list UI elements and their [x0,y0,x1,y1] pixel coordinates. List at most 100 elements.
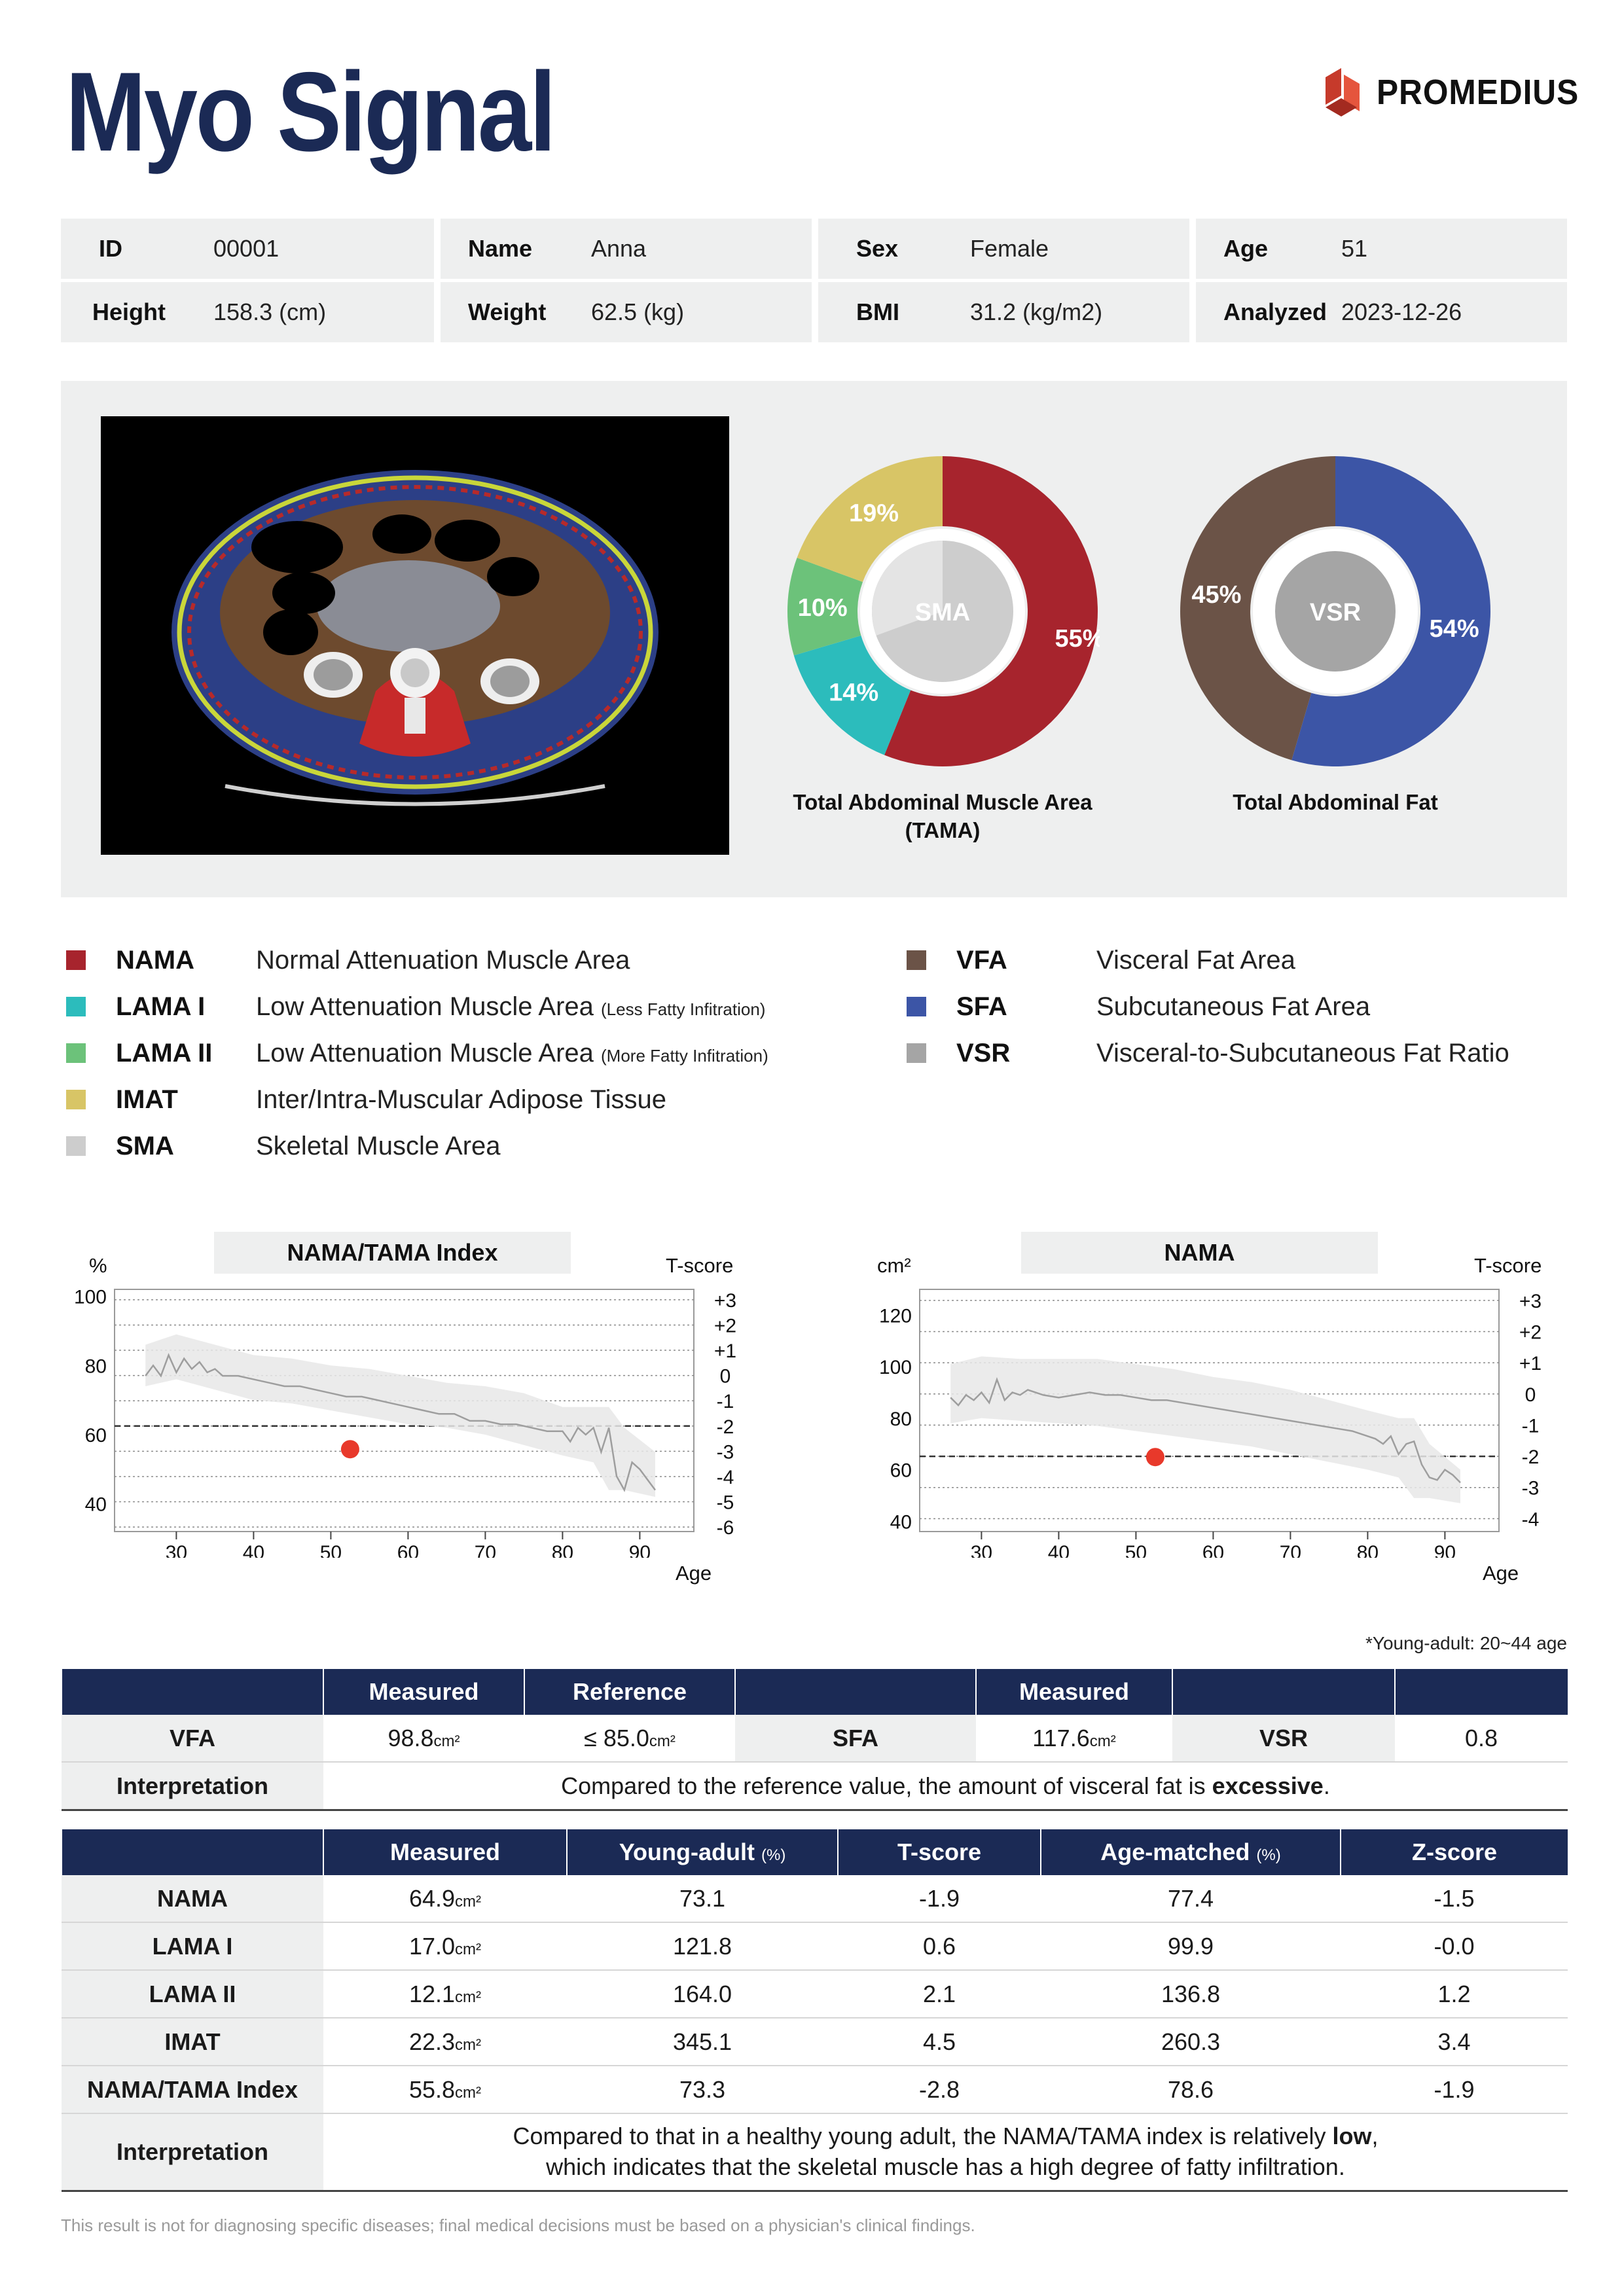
x-tick-label: 70 [475,1542,496,1558]
cell-z: -1.5 [1341,1875,1568,1923]
cell-measured: 22.3cm² [323,2018,567,2066]
y-tick-label: 60 [85,1425,107,1446]
y-tick-label: 100 [74,1287,107,1308]
muscle-table: Measured Young-adult (%) T-score Age-mat… [61,1829,1568,2192]
cell-t: -2.8 [838,2066,1041,2114]
tscore-tick-label: +3 [1519,1291,1542,1312]
brand-logo: PROMEDIUS [1319,65,1597,119]
info-value: Anna [591,235,647,262]
y-tick-label: 80 [85,1355,107,1377]
sma-highlight [872,541,943,636]
tscore-tick-label: -1 [1522,1415,1540,1437]
tama-caption-line2: (TAMA) [905,817,981,842]
x-tick-label: 70 [1280,1542,1301,1558]
legend-swatch [66,1090,86,1109]
legend-desc: Visceral Fat Area [1096,945,1295,975]
table-row: LAMA II 12.1cm² 164.0 2.1 136.8 1.2 [62,1970,1568,2018]
fat-interpretation-label: Interpretation [62,1762,323,1811]
x-tick-label: 90 [629,1542,651,1558]
legend-swatch [907,950,926,970]
info-key: ID [99,235,122,262]
legend-swatch [66,1043,86,1063]
legend-item-nama: NAMA Normal Attenuation Muscle Area [66,941,753,980]
legend-abbr: SFA [956,992,1007,1021]
info-key: BMI [856,298,899,325]
y-tick-label: 80 [890,1408,912,1430]
donut-slice-imat [797,456,943,583]
fat-header-reference: Reference [524,1669,735,1715]
donut-slice-nama [884,456,1098,766]
vfa-reference: ≤ 85.0cm² [524,1715,735,1763]
legend-desc: Low Attenuation Muscle Area (Less Fatty … [256,992,766,1021]
donut-pct-label: 45% [1191,581,1241,609]
tscore-tick-label: +1 [1519,1353,1542,1374]
vsr-label: VSR [1172,1715,1395,1763]
cell-measured: 55.8cm² [323,2066,567,2114]
cell-label: NAMA [62,1875,323,1923]
donut-slice-lama-ii [787,558,863,656]
cell-age: 77.4 [1041,1875,1341,1923]
y-tick-label: 60 [890,1460,912,1482]
series-line [145,1353,657,1492]
table-row: IMAT 22.3cm² 345.1 4.5 260.3 3.4 [62,2018,1568,2066]
donut-slice-sfa [1291,456,1490,766]
info-cell-name: Name Anna [441,219,812,279]
y-tick-label: 40 [890,1511,912,1533]
reference-band [145,1334,655,1498]
x-tick-label: 80 [1357,1542,1379,1558]
info-key: Weight [468,298,547,325]
legend-item-lama-ii: LAMA II Low Attenuation Muscle Area (More… [66,1033,768,1073]
nama-chart: +3 +2 +1 0 -1 -2 -3 -4 40 60 80 100 120 30 40 50 60 70 80 9… [879,1289,1542,1558]
legend-abbr: LAMA II [116,1038,213,1067]
info-value: 62.5 (kg) [591,298,685,325]
donut-slice-vfa [1180,456,1335,761]
info-cell-age: Age 51 [1196,219,1567,279]
sfa-measured: 117.6cm² [976,1715,1172,1763]
tama-donut-chart: 55% 14% 10% 19% SMA [787,456,1100,766]
legend-desc: Low Attenuation Muscle Area (More Fatty … [256,1038,768,1067]
muscle-header-measured: Measured [323,1829,567,1875]
tscore-tick-label: -5 [717,1492,734,1514]
fat-header-blank [61,1669,323,1715]
fat-header-blank2 [734,1669,976,1715]
donut-pct-label: 10% [798,594,848,622]
legend-item-vsr: VSR Visceral-to-Subcutaneous Fat Ratio [907,1033,1594,1073]
legend-abbr: SMA [116,1131,174,1160]
chart2-y2-unit: T-score [1474,1254,1542,1277]
chart2-title: NAMA [1021,1232,1378,1274]
tscore-tick-label: +3 [714,1290,736,1312]
ct-scan-image [101,416,729,855]
tscore-tick-label: -4 [717,1467,734,1488]
tscore-tick-label: +2 [1519,1322,1542,1344]
x-tick-label: 40 [1048,1542,1070,1558]
fat-header-blank3 [1172,1669,1395,1715]
table-row: Interpretation Compared to the reference… [62,1762,1568,1811]
x-tick-label: 30 [971,1542,992,1558]
info-value: 31.2 (kg/m2) [970,298,1103,325]
cell-young: 73.1 [567,1875,838,1923]
muscle-header-age: Age-matched (%) [1040,1829,1341,1875]
chart2-y-unit: cm² [877,1254,911,1277]
info-cell-bmi: BMI 31.2 (kg/m2) [818,282,1189,342]
patient-point [1146,1448,1164,1467]
legend-swatch [66,997,86,1016]
cell-age: 78.6 [1041,2066,1341,2114]
legend-item-sfa: SFA Subcutaneous Fat Area [907,987,1594,1026]
legend-swatch [907,1043,926,1063]
cell-measured: 17.0cm² [323,1922,567,1971]
info-value: 51 [1341,235,1368,262]
chart1-x-unit: Age [676,1562,712,1585]
series-line [950,1377,1461,1484]
legend-desc: Skeletal Muscle Area [256,1131,501,1160]
promedius-logo-icon [1326,68,1360,117]
info-value: 2023-12-26 [1341,298,1462,325]
cell-t: 2.1 [838,1970,1041,2018]
vfa-label: VFA [62,1715,323,1763]
tscore-tick-label: -2 [717,1416,734,1438]
cell-z: -0.0 [1341,1922,1568,1971]
fat-header-measured2: Measured [975,1669,1172,1715]
brand-name: PROMEDIUS [1377,73,1579,112]
cell-young: 121.8 [567,1922,838,1971]
legend-item-lama-i: LAMA I Low Attenuation Muscle Area (Less … [66,987,765,1026]
legend-desc: Normal Attenuation Muscle Area [256,945,630,975]
